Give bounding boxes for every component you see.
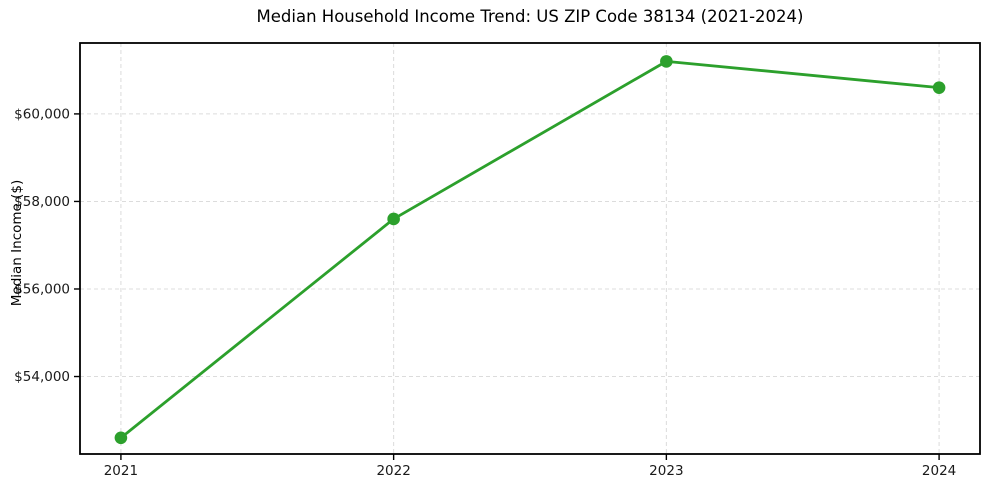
data-point-marker — [114, 431, 128, 445]
trend-line — [119, 59, 941, 440]
y-tick-label: $56,000 — [14, 281, 70, 297]
x-tick-label: 2024 — [922, 463, 956, 479]
plot-border — [79, 42, 981, 455]
y-tick-label: $60,000 — [14, 106, 70, 122]
chart-title: Median Household Income Trend: US ZIP Co… — [256, 7, 804, 26]
data-point-marker — [932, 81, 946, 94]
data-point-marker — [387, 212, 400, 226]
y-tick-label: $54,000 — [14, 369, 70, 385]
y-axis-label: Median Income ($) — [9, 179, 25, 307]
y-tick-label: $58,000 — [14, 194, 70, 210]
data-point-marker — [660, 55, 673, 68]
x-tick-label: 2021 — [104, 463, 138, 479]
x-tick-label: 2023 — [649, 463, 683, 479]
x-tick-label: 2022 — [376, 463, 410, 479]
